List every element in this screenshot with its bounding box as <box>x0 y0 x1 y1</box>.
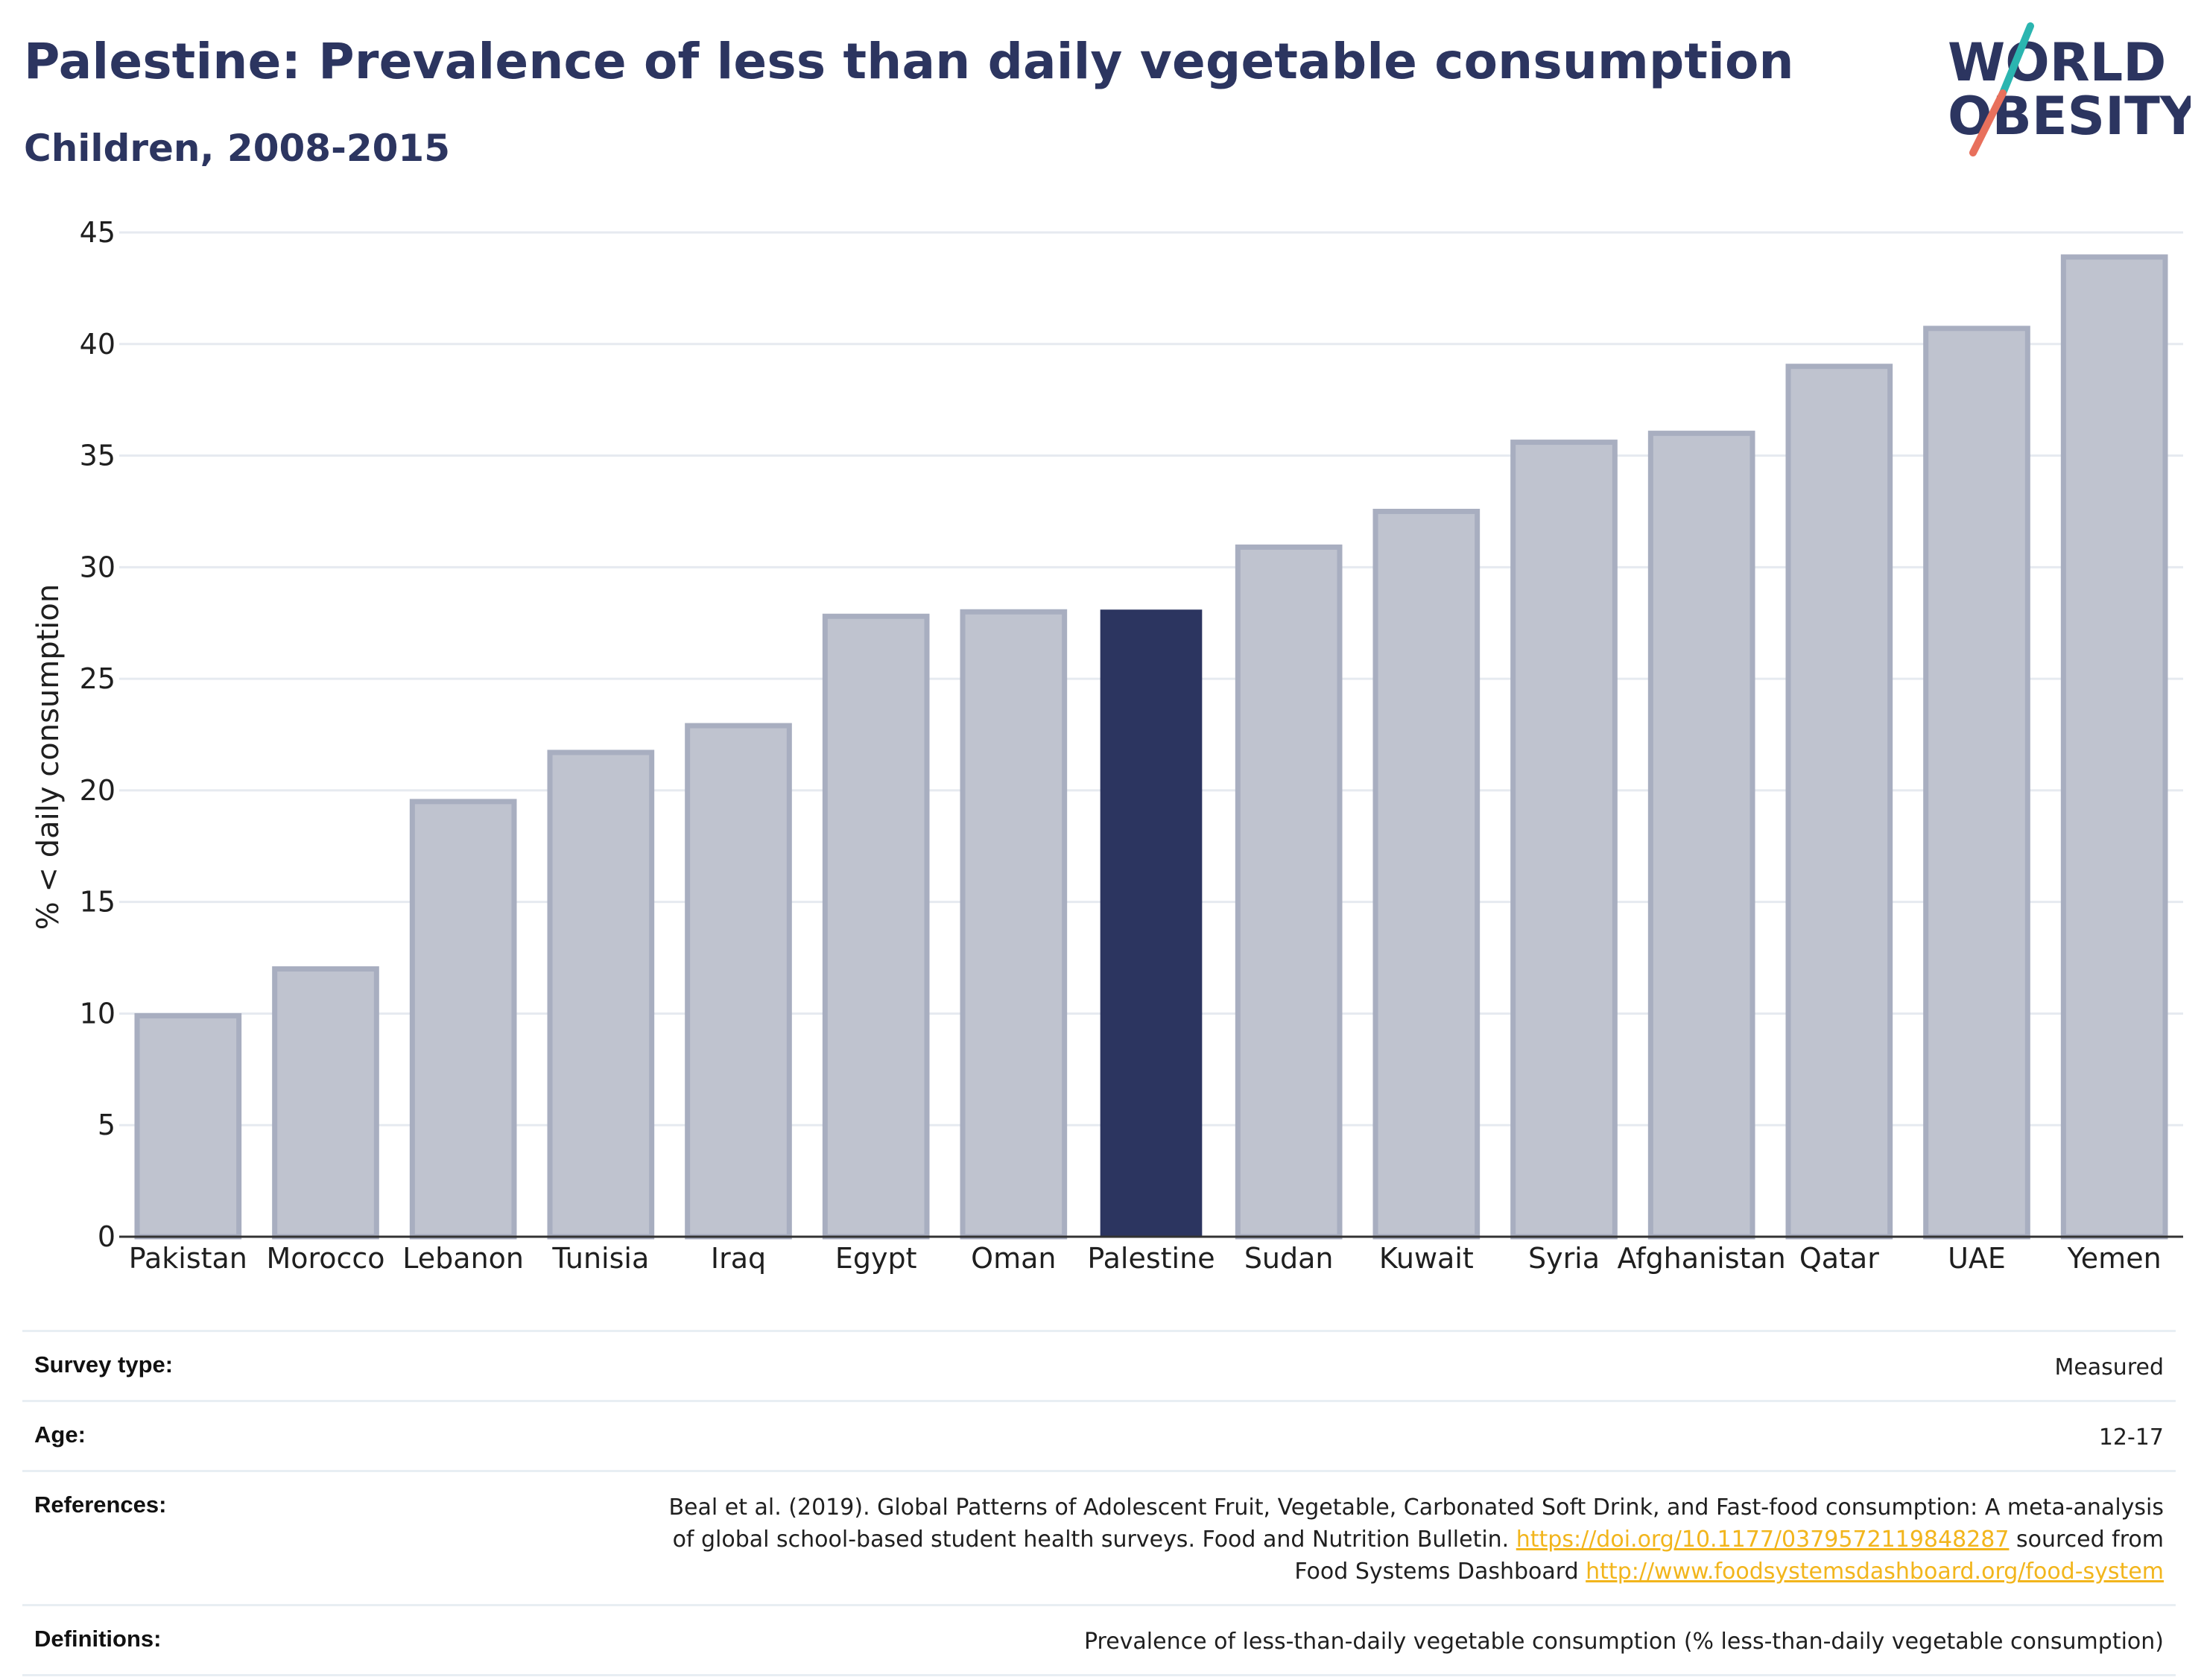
page-subtitle: Children, 2008-2015 <box>24 127 450 170</box>
x-tick-label: Yemen <box>2067 1242 2162 1275</box>
info-table: Survey type: Measured Age: 12-17 Referen… <box>22 1330 2176 1676</box>
logo-slash-coral <box>1969 89 2007 156</box>
doi-link[interactable]: https://doi.org/10.1177/0379572119848287 <box>1516 1527 2010 1553</box>
bar-palestine <box>1100 609 1203 1237</box>
y-tick-label: 45 <box>80 216 115 249</box>
y-tick-label: 0 <box>98 1220 115 1253</box>
dashboard-link[interactable]: http://www.foodsystemsdashboard.org/food… <box>1586 1559 2164 1585</box>
y-tick-labels: 0 5 10 15 20 25 30 35 40 45 <box>80 216 115 1253</box>
reference-line: Beal et al. (2019). Global Patterns of A… <box>668 1492 2164 1524</box>
x-tick-label: Iraq <box>711 1242 766 1275</box>
y-tick-label: 30 <box>80 551 115 583</box>
bar-pakistan <box>134 1012 242 1240</box>
x-tick-label: Egypt <box>835 1242 917 1275</box>
info-value: 12-17 <box>2098 1424 2164 1451</box>
info-label: Definitions: <box>34 1626 162 1652</box>
x-tick-label: Palestine <box>1087 1242 1215 1275</box>
x-tick-label: Morocco <box>266 1242 384 1275</box>
reference-text: Food Systems Dashboard <box>1294 1559 1586 1585</box>
y-tick-label: 10 <box>80 997 115 1030</box>
x-tick-label: Afghanistan <box>1618 1242 1786 1275</box>
x-tick-label: Oman <box>971 1242 1056 1275</box>
y-tick-label: 40 <box>80 328 115 361</box>
references-text: Beal et al. (2019). Global Patterns of A… <box>668 1492 2164 1588</box>
x-tick-label: Qatar <box>1799 1242 1879 1275</box>
logo-slash-teal <box>1999 22 2034 97</box>
x-tick-label: Lebanon <box>402 1242 524 1275</box>
x-tick-label: Kuwait <box>1379 1242 1474 1275</box>
bar-iraq <box>685 723 792 1240</box>
y-tick-label: 20 <box>80 774 115 807</box>
info-label: Survey type: <box>34 1351 174 1378</box>
logo-line-1: WORLD <box>1948 32 2166 93</box>
info-label: Age: <box>34 1421 86 1448</box>
info-row-definitions: Definitions: Prevalence of less-than-dai… <box>22 1606 2176 1676</box>
bar-chart: 0 5 10 15 20 25 30 35 40 45 Pakistan Morocco Lebano… <box>31 216 2183 1275</box>
bar-afghanistan <box>1647 431 1755 1240</box>
x-tick-labels: Pakistan Morocco Lebanon Tunisia Iraq Egypt Om… <box>129 1242 2162 1275</box>
reference-text: of global school-based student health su… <box>672 1527 1516 1553</box>
page-title: Palestine: Prevalence of less than daily… <box>24 33 1794 90</box>
x-tick-label: UAE <box>1948 1242 2006 1275</box>
x-tick-label: Pakistan <box>129 1242 247 1275</box>
bar-lebanon <box>409 799 517 1240</box>
y-tick-label: 25 <box>80 662 115 695</box>
y-tick-label: 15 <box>80 886 115 919</box>
y-axis-title: % < daily consumption <box>31 584 66 930</box>
reference-text: Beal et al. (2019). Global Patterns of A… <box>668 1494 2164 1521</box>
bar-tunisia <box>547 749 655 1240</box>
info-label: References: <box>34 1492 167 1518</box>
bar-kuwait <box>1372 508 1481 1240</box>
bar-qatar <box>1785 364 1893 1240</box>
info-value: Prevalence of less-than-daily vegetable … <box>1083 1629 2164 1655</box>
bar-morocco <box>272 966 379 1240</box>
info-row-references: References: Beal et al. (2019). Global P… <box>22 1472 2176 1606</box>
x-tick-label: Tunisia <box>551 1242 649 1275</box>
bar-yemen <box>2060 254 2168 1240</box>
x-tick-label: Syria <box>1528 1242 1600 1275</box>
y-tick-label: 35 <box>80 440 115 472</box>
info-row-survey-type: Survey type: Measured <box>22 1332 2176 1402</box>
bar-syria <box>1510 440 1618 1240</box>
bars <box>134 254 2168 1240</box>
reference-line: Food Systems Dashboard http://www.foodsy… <box>668 1556 2164 1588</box>
bar-uae <box>1923 326 2030 1240</box>
reference-text: sourced from <box>2009 1527 2164 1553</box>
x-tick-label: Sudan <box>1244 1242 1334 1275</box>
world-obesity-logo: WORLD OBESITY <box>1948 22 2191 156</box>
bar-egypt <box>822 613 930 1240</box>
info-value: Measured <box>2054 1354 2164 1381</box>
y-tick-label: 5 <box>98 1109 115 1141</box>
reference-line: of global school-based student health su… <box>668 1524 2164 1556</box>
info-row-age: Age: 12-17 <box>22 1402 2176 1472</box>
bar-sudan <box>1235 544 1343 1240</box>
bar-oman <box>960 609 1068 1240</box>
